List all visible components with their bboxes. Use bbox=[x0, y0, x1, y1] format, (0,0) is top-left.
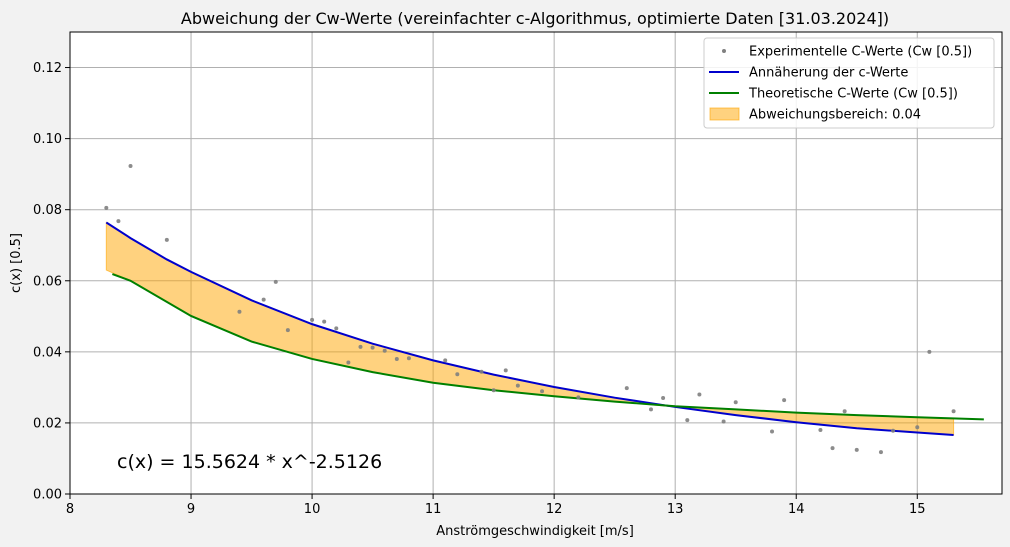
data-point bbox=[721, 419, 726, 424]
x-tick-label: 10 bbox=[304, 502, 321, 517]
data-point bbox=[927, 349, 932, 354]
x-axis-ticks: 8 9 10 11 12 13 14 15 bbox=[66, 494, 926, 517]
data-point bbox=[878, 450, 883, 455]
data-point bbox=[104, 205, 109, 210]
data-point bbox=[770, 429, 775, 434]
data-point bbox=[842, 409, 847, 414]
x-tick-label: 12 bbox=[546, 502, 563, 517]
x-tick-label: 15 bbox=[909, 502, 926, 517]
legend-box bbox=[703, 37, 995, 129]
data-point bbox=[685, 418, 690, 423]
data-point bbox=[358, 344, 363, 349]
data-point bbox=[782, 398, 787, 403]
y-tick-label: 0.02 bbox=[33, 416, 62, 431]
data-point bbox=[854, 447, 859, 452]
y-axis-label: c(x) [0.5] bbox=[9, 233, 24, 293]
y-tick-label: 0.06 bbox=[33, 274, 62, 289]
data-point bbox=[382, 348, 387, 353]
data-point bbox=[128, 163, 133, 168]
data-point bbox=[818, 428, 823, 433]
data-point bbox=[273, 279, 278, 284]
data-point bbox=[334, 326, 339, 331]
data-point bbox=[237, 309, 242, 314]
data-point bbox=[455, 372, 460, 377]
data-point bbox=[164, 237, 169, 242]
data-point bbox=[733, 400, 738, 405]
data-point bbox=[310, 317, 315, 322]
data-point bbox=[285, 328, 290, 333]
legend-label: Abweichungsbereich: 0.04 bbox=[749, 108, 921, 123]
data-point bbox=[346, 360, 351, 365]
y-axis-ticks: 0.00 0.02 0.04 0.06 0.08 0.10 0.12 bbox=[33, 61, 70, 503]
legend-label: Theoretische C-Werte (Cw [0.5]) bbox=[748, 87, 958, 102]
data-point bbox=[322, 319, 327, 324]
data-point bbox=[540, 389, 545, 394]
legend: Experimentelle C-Werte (Cw [0.5]) Annäher… bbox=[703, 37, 995, 129]
legend-label: Experimentelle C-Werte (Cw [0.5]) bbox=[749, 45, 972, 60]
data-point bbox=[891, 428, 896, 433]
data-point bbox=[261, 297, 266, 302]
x-tick-label: 13 bbox=[667, 502, 684, 517]
data-point bbox=[406, 356, 411, 361]
chart-title: Abweichung der Cw-Werte (vereinfachter c… bbox=[181, 9, 889, 28]
y-tick-label: 0.12 bbox=[33, 61, 62, 76]
y-tick-label: 0.04 bbox=[33, 345, 62, 360]
data-point bbox=[951, 409, 956, 414]
data-point bbox=[648, 407, 653, 412]
data-point bbox=[491, 388, 496, 393]
fit-curve-line bbox=[105, 221, 954, 437]
legend-marker-patch bbox=[709, 107, 740, 121]
theory-curve-line bbox=[112, 273, 984, 421]
formula-annotation: c(x) = 15.5624 * x^-2.5126 bbox=[117, 451, 382, 473]
y-tick-label: 0.10 bbox=[33, 132, 62, 147]
x-axis-label: Anströmgeschwindigkeit [m/s] bbox=[436, 524, 634, 539]
data-point bbox=[479, 369, 484, 374]
data-point bbox=[515, 383, 520, 388]
x-tick-label: 11 bbox=[425, 502, 442, 517]
data-point bbox=[830, 446, 835, 451]
data-point bbox=[697, 392, 702, 397]
data-point bbox=[576, 395, 581, 400]
legend-marker-point bbox=[722, 49, 726, 53]
x-tick-label: 8 bbox=[66, 502, 74, 517]
scatter-points bbox=[104, 163, 956, 455]
data-point bbox=[443, 358, 448, 363]
curves bbox=[105, 221, 984, 437]
legend-label: Annäherung der c-Werte bbox=[749, 66, 908, 81]
data-point bbox=[116, 219, 121, 224]
plot-frame bbox=[69, 31, 1003, 495]
y-tick-label: 0.00 bbox=[33, 488, 62, 503]
x-tick-label: 9 bbox=[187, 502, 195, 517]
data-point bbox=[915, 425, 920, 430]
x-tick-label: 14 bbox=[788, 502, 805, 517]
data-point bbox=[624, 386, 629, 391]
data-point bbox=[661, 396, 666, 401]
data-point bbox=[503, 368, 508, 373]
data-point bbox=[370, 345, 375, 350]
y-tick-label: 0.08 bbox=[33, 203, 62, 218]
data-point bbox=[394, 356, 399, 361]
